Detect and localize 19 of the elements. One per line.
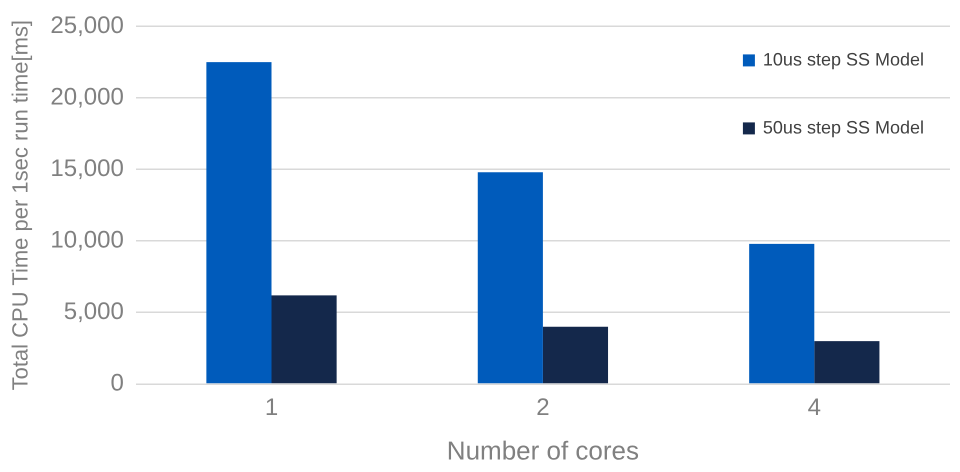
y-tick-label: 10,000: [50, 226, 124, 254]
x-tick-label: 4: [808, 394, 821, 422]
legend-label: 50us step SS Model: [762, 117, 924, 138]
bar: [272, 295, 337, 384]
bar: [749, 244, 814, 384]
y-tick-label: 0: [110, 370, 124, 397]
y-tick-label: 20,000: [50, 84, 124, 111]
bar: [814, 341, 880, 384]
x-tick-label: 1: [264, 394, 278, 422]
x-tick-label: 2: [536, 394, 550, 422]
y-tick-label: 5,000: [64, 298, 124, 326]
bar: [542, 326, 608, 384]
legend-label: 10us step SS Model: [762, 49, 924, 70]
x-axis-title: Number of cores: [446, 436, 639, 466]
bar: [206, 62, 272, 384]
y-tick-label: 15,000: [50, 155, 124, 182]
bar: [478, 172, 543, 384]
y-tick-label: 25,000: [50, 12, 124, 40]
y-axis-title: Total CPU Time per 1sec run time[ms]: [7, 20, 32, 390]
